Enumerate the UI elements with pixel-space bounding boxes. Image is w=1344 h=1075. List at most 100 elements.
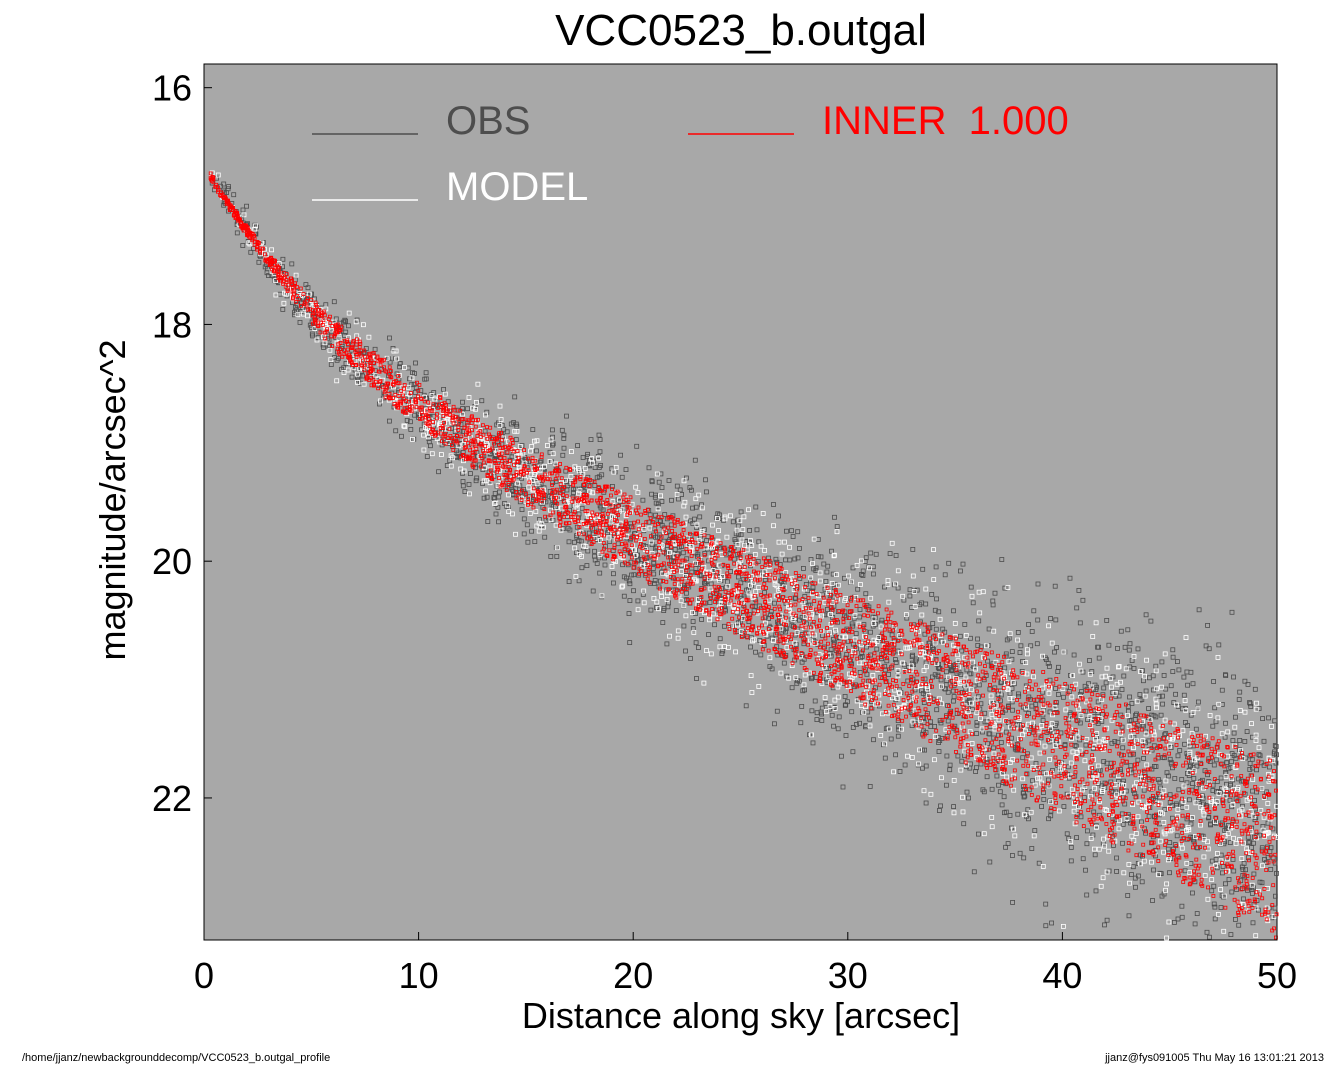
obs-point bbox=[566, 539, 572, 545]
obs-point bbox=[1143, 688, 1149, 694]
obs-point bbox=[398, 433, 404, 439]
obs-point bbox=[1266, 715, 1271, 721]
obs-point bbox=[244, 203, 250, 209]
obs-point bbox=[547, 449, 553, 455]
obs-point bbox=[1233, 917, 1238, 922]
obs-point bbox=[579, 565, 585, 571]
obs-point bbox=[390, 345, 396, 351]
obs-point bbox=[864, 671, 870, 677]
obs-point bbox=[743, 703, 749, 709]
obs-point bbox=[1080, 856, 1086, 862]
obs-point bbox=[1185, 723, 1190, 728]
obs-point bbox=[1101, 685, 1107, 691]
obs-point bbox=[331, 299, 337, 305]
obs-point bbox=[342, 317, 348, 323]
obs-point bbox=[1102, 922, 1107, 928]
obs-point bbox=[860, 568, 866, 574]
obs-point bbox=[423, 370, 429, 376]
obs-point bbox=[1184, 780, 1190, 786]
obs-point bbox=[789, 685, 795, 691]
obs-point bbox=[693, 611, 698, 616]
obs-point bbox=[1221, 894, 1226, 900]
obs-point bbox=[797, 576, 803, 581]
obs-point bbox=[951, 694, 957, 699]
obs-point bbox=[1122, 644, 1128, 650]
obs-point bbox=[408, 426, 414, 432]
obs-point bbox=[327, 342, 332, 348]
obs-point bbox=[902, 762, 908, 768]
obs-point bbox=[1196, 799, 1202, 804]
obs-point bbox=[1176, 787, 1182, 793]
obs-point bbox=[932, 607, 938, 613]
obs-point bbox=[1135, 646, 1141, 652]
obs-point bbox=[321, 344, 326, 350]
obs-point bbox=[240, 243, 246, 248]
obs-point bbox=[722, 623, 727, 629]
obs-point bbox=[1260, 716, 1265, 721]
obs-point bbox=[1191, 776, 1197, 781]
obs-point bbox=[1093, 687, 1099, 692]
obs-point bbox=[588, 437, 594, 443]
obs-point bbox=[881, 742, 886, 748]
obs-point bbox=[1001, 794, 1007, 800]
obs-point bbox=[1246, 855, 1251, 861]
obs-point bbox=[600, 507, 606, 513]
obs-point bbox=[1139, 879, 1145, 885]
obs-point bbox=[292, 309, 298, 315]
obs-point bbox=[1151, 687, 1156, 693]
obs-point bbox=[1223, 673, 1229, 678]
obs-point bbox=[922, 631, 928, 637]
obs-point bbox=[484, 409, 490, 415]
obs-point bbox=[627, 598, 633, 603]
obs-point bbox=[1167, 792, 1173, 798]
obs-point bbox=[629, 524, 634, 530]
obs-point bbox=[1076, 588, 1082, 593]
obs-point bbox=[328, 362, 334, 367]
obs-point bbox=[699, 617, 704, 622]
obs-point bbox=[1236, 776, 1241, 782]
obs-point bbox=[823, 579, 829, 584]
obs-point bbox=[1077, 692, 1083, 697]
obs-point bbox=[1212, 705, 1218, 711]
obs-point bbox=[585, 548, 591, 554]
obs-point bbox=[728, 569, 733, 574]
obs-point bbox=[921, 700, 927, 705]
obs-point bbox=[1216, 642, 1222, 648]
obs-point bbox=[942, 572, 948, 578]
obs-point bbox=[845, 699, 850, 705]
obs-point bbox=[976, 682, 982, 688]
obs-point bbox=[882, 663, 888, 669]
obs-point bbox=[998, 680, 1004, 686]
obs-point bbox=[1015, 811, 1021, 817]
obs-point bbox=[813, 568, 819, 573]
obs-point bbox=[991, 745, 996, 751]
obs-point bbox=[550, 434, 555, 440]
obs-point bbox=[1181, 674, 1187, 680]
obs-point bbox=[895, 733, 901, 739]
chart-title: VCC0523_b.outgal bbox=[555, 6, 927, 55]
obs-point bbox=[725, 579, 730, 585]
obs-point bbox=[974, 720, 980, 725]
obs-point bbox=[688, 656, 693, 661]
obs-point bbox=[792, 556, 798, 562]
obs-point bbox=[1182, 868, 1188, 874]
obs-point bbox=[611, 571, 616, 577]
obs-point bbox=[397, 364, 403, 370]
obs-point bbox=[1015, 630, 1021, 635]
obs-point bbox=[590, 588, 596, 594]
obs-point bbox=[1022, 793, 1028, 799]
obs-point bbox=[504, 429, 510, 435]
obs-point bbox=[1026, 694, 1032, 700]
obs-point bbox=[602, 562, 608, 568]
obs-point bbox=[1029, 703, 1035, 709]
obs-point bbox=[1200, 833, 1206, 839]
obs-point bbox=[626, 611, 632, 616]
obs-point bbox=[1172, 776, 1178, 781]
obs-point bbox=[669, 497, 674, 503]
obs-point bbox=[407, 419, 413, 425]
obs-point bbox=[1133, 884, 1138, 890]
scatter-points-layer bbox=[208, 170, 1280, 941]
obs-point bbox=[566, 579, 572, 584]
obs-point bbox=[1091, 809, 1097, 815]
obs-point bbox=[708, 581, 714, 587]
